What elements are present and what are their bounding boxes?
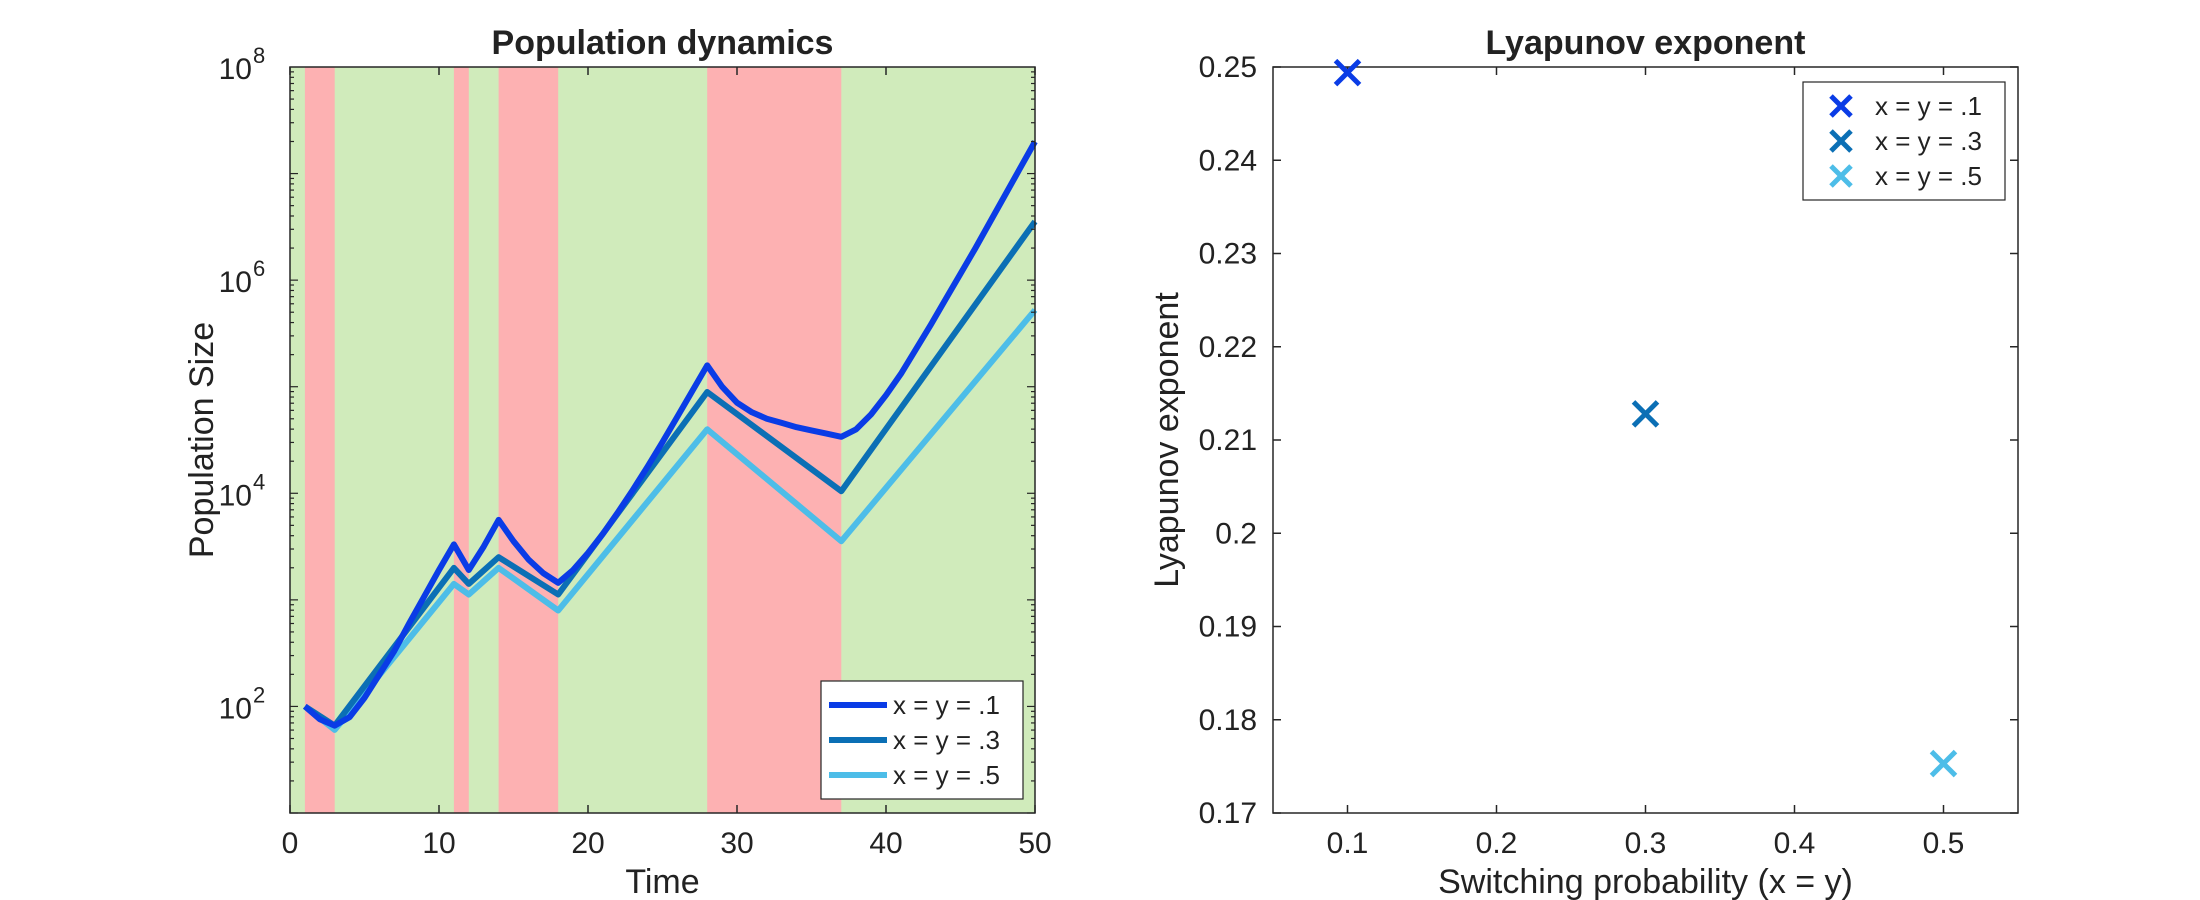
- legend-label: x = y = .5: [893, 760, 1000, 790]
- x-tick-label: 50: [1018, 827, 1051, 860]
- y-tick-exponent: 4: [253, 469, 265, 494]
- y-tick-label: 10: [219, 53, 252, 86]
- legend: x = y = .1 x = y = .3 x = y = .5: [1802, 81, 2006, 201]
- regime-unfavorable-band: [453, 67, 469, 813]
- y-tick-label: 0.17: [1199, 797, 1257, 830]
- y-tick-exponent: 6: [253, 256, 265, 281]
- y-tick-label: 0.18: [1199, 704, 1257, 737]
- y-tick-label: 0.24: [1199, 144, 1257, 177]
- y-tick-label: 0.23: [1199, 238, 1257, 271]
- x-tick-label: 10: [422, 827, 455, 860]
- y-tick-exponent: 8: [253, 43, 265, 68]
- legend-label: x = y = .1: [893, 690, 1000, 720]
- scatter-point-1: [1333, 58, 1362, 87]
- scatter-points: [1333, 58, 1958, 778]
- tick-marks: [289, 67, 1036, 814]
- series-lines: [302, 140, 1038, 733]
- x-tick-label: 0.5: [1923, 827, 1965, 860]
- y-tick-label: 10: [219, 479, 252, 512]
- chart-title: Population dynamics: [492, 24, 834, 62]
- x-tick-label: 0.1: [1327, 827, 1369, 860]
- tick-labels: 0.1 0.2 0.3 0.4 0.5 0.17 0.18 0.19 0.2 0.21 0.22 0.…: [1199, 51, 1965, 860]
- x-tick-label: 0.2: [1476, 827, 1518, 860]
- y-tick-label: 0.19: [1199, 611, 1257, 644]
- tick-marks: [1273, 66, 2018, 814]
- legend-marker: [1829, 164, 1853, 188]
- legend-marker: [1829, 129, 1853, 153]
- legend-label: x = y = .5: [1875, 161, 1982, 191]
- legend-label: x = y = .3: [1875, 126, 1982, 156]
- legend-label: x = y = .1: [1875, 91, 1982, 121]
- x-tick-label: 30: [720, 827, 753, 860]
- x-tick-label: 40: [869, 827, 902, 860]
- chart-title: Lyapunov exponent: [1486, 24, 1806, 62]
- x-tick-label: 0.3: [1625, 827, 1667, 860]
- regime-unfavorable-band: [498, 67, 559, 813]
- y-tick-label: 0.2: [1215, 517, 1257, 550]
- series-line-1: [302, 140, 1038, 729]
- regime-unfavorable-band: [304, 67, 335, 813]
- legend: x = y = .1 x = y = .3 x = y = .5: [820, 680, 1024, 800]
- y-axis-label: Lyapunov exponent: [1148, 292, 1186, 588]
- lyapunov-exponent-chart: 0.1 0.2 0.3 0.4 0.5 0.17 0.18 0.19 0.2 0.21 0.22 0.…: [1148, 24, 2019, 900]
- series-line-2: [303, 219, 1038, 729]
- y-axis-label: Population Size: [183, 322, 221, 558]
- scatter-point-3: [1929, 749, 1958, 778]
- y-tick-label: 0.22: [1199, 331, 1257, 364]
- x-axis-label: Time: [625, 863, 699, 900]
- x-tick-label: 0: [282, 827, 299, 860]
- y-tick-label: 0.21: [1199, 424, 1257, 457]
- y-tick-label: 0.25: [1199, 51, 1257, 84]
- y-tick-exponent: 2: [253, 682, 265, 707]
- x-axis-label: Switching probability (x = y): [1438, 863, 1853, 900]
- y-tick-label: 10: [219, 266, 252, 299]
- regime-background: [290, 67, 1035, 813]
- y-tick-label: 10: [219, 692, 252, 725]
- x-tick-label: 0.4: [1774, 827, 1816, 860]
- scatter-point-2: [1631, 400, 1660, 428]
- x-tick-label: 20: [571, 827, 604, 860]
- legend-marker: [1829, 94, 1853, 118]
- plot-frame: [289, 66, 1036, 814]
- legend-label: x = y = .3: [893, 725, 1000, 755]
